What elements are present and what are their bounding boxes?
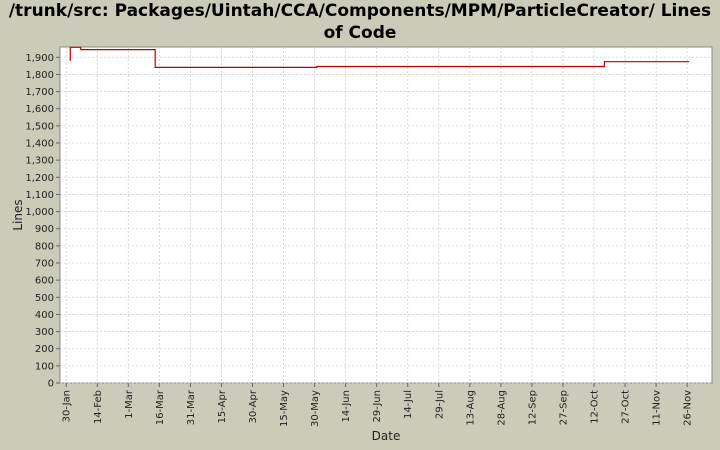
y-tick-label: 1,800 xyxy=(25,70,54,81)
y-tick-label: 700 xyxy=(35,259,54,270)
y-tick-label: 1,500 xyxy=(25,121,54,132)
x-tick-label: 28-Aug xyxy=(496,390,507,426)
axes xyxy=(56,56,688,387)
y-axis-label: Lines xyxy=(11,199,25,230)
x-tick-label: 12-Oct xyxy=(590,390,601,424)
y-tick-label: 1,900 xyxy=(25,53,54,64)
series-line xyxy=(69,46,690,69)
y-tick-label: 0 xyxy=(48,379,54,390)
y-tick-label: 1,700 xyxy=(25,87,54,98)
y-tick-label: 900 xyxy=(35,224,54,235)
x-tick-label: 1-Mar xyxy=(124,389,135,419)
x-tick-label: 29-Jun xyxy=(372,390,383,423)
x-tick-label: 12-Sep xyxy=(527,390,538,425)
chart-title: /trunk/src: Packages/Uintah/CCA/Componen… xyxy=(8,1,712,43)
y-tick-label: 1,300 xyxy=(25,156,54,167)
y-tick-label: 400 xyxy=(35,310,54,321)
y-tick-label: 1,200 xyxy=(25,173,54,184)
x-tick-label: 30-Apr xyxy=(248,389,259,423)
x-tick-label: 31-Mar xyxy=(186,389,197,425)
x-tick-label: 11-Nov xyxy=(652,390,663,426)
y-tick-label: 300 xyxy=(35,327,54,338)
x-tick-label: 14-Jul xyxy=(403,390,414,419)
x-tick-label: 13-Aug xyxy=(465,390,476,426)
x-tick-label: 26-Nov xyxy=(683,390,694,426)
series-layer xyxy=(69,46,690,69)
x-tick-label: 30-Jan xyxy=(62,390,73,422)
x-tick-label: 14-Jun xyxy=(341,390,352,423)
y-tick-label: 1,000 xyxy=(25,207,54,218)
y-tick-label: 1,400 xyxy=(25,139,54,150)
y-tick-label: 800 xyxy=(35,241,54,252)
y-tick-label: 1,600 xyxy=(25,104,54,115)
y-tick-label: 500 xyxy=(35,293,54,304)
x-tick-label: 15-May xyxy=(279,390,290,427)
y-tick-label: 200 xyxy=(35,344,54,355)
x-tick-label: 27-Oct xyxy=(621,390,632,424)
x-tick-label: 16-Mar xyxy=(155,389,166,425)
x-tick-label: 27-Sep xyxy=(558,390,569,425)
x-tick-label: 29-Jul xyxy=(434,390,445,419)
x-axis-label: Date xyxy=(372,429,401,443)
x-tick-label: 15-Apr xyxy=(217,389,228,423)
y-tick-label: 100 xyxy=(35,361,54,372)
y-tick-label: 1,100 xyxy=(25,190,54,201)
y-tick-label: 600 xyxy=(35,276,54,287)
plot-area xyxy=(59,46,713,384)
grid-lines xyxy=(60,47,712,384)
x-tick-label: 30-May xyxy=(310,390,321,427)
x-tick-label: 14-Feb xyxy=(93,390,104,424)
tick-labels: 0 100 200 300 400 500 600 700 800 900 1,000 1,100 1,… xyxy=(25,53,693,427)
